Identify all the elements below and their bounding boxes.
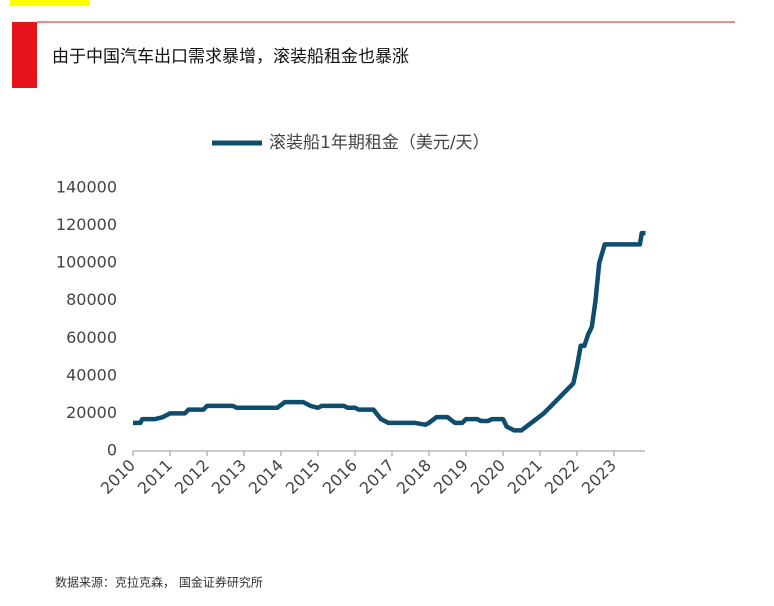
x-tick-label: 2015	[282, 456, 324, 498]
y-tick-label: 120000	[56, 215, 117, 234]
y-tick-label: 80000	[66, 290, 117, 309]
data-line	[133, 230, 646, 433]
highlight-bar	[10, 0, 90, 6]
x-tick-label: 2014	[245, 456, 287, 498]
x-tick-label: 2019	[430, 456, 472, 498]
source-note: 数据来源：克拉克森， 国金证券研究所	[55, 575, 263, 590]
x-tick-label: 2011	[134, 456, 176, 498]
x-tick-label: 2023	[578, 456, 620, 498]
x-tick-label: 2022	[541, 456, 583, 498]
x-tick-label: 2010	[97, 456, 139, 498]
y-tick-label: 40000	[66, 365, 117, 384]
y-tick-label: 140000	[56, 178, 117, 197]
x-tick-label: 2020	[467, 456, 509, 498]
y-tick-label: 60000	[66, 328, 117, 347]
x-tick-label: 2018	[393, 456, 435, 498]
accent-bar	[12, 22, 37, 88]
x-tick-label: 2013	[208, 456, 250, 498]
page-title: 由于中国汽车出口需求暴增，滚装船租金也暴涨	[52, 47, 409, 67]
x-tick-label: 2016	[319, 456, 361, 498]
legend-label: 滚装船1年期租金（美元/天）	[269, 133, 490, 153]
y-tick-label: 0	[107, 441, 117, 460]
x-tick-label: 2012	[171, 456, 213, 498]
x-tick-label: 2017	[356, 456, 398, 498]
y-tick-label: 100000	[56, 253, 117, 272]
y-tick-label: 20000	[66, 403, 117, 422]
x-tick-label: 2021	[504, 456, 546, 498]
